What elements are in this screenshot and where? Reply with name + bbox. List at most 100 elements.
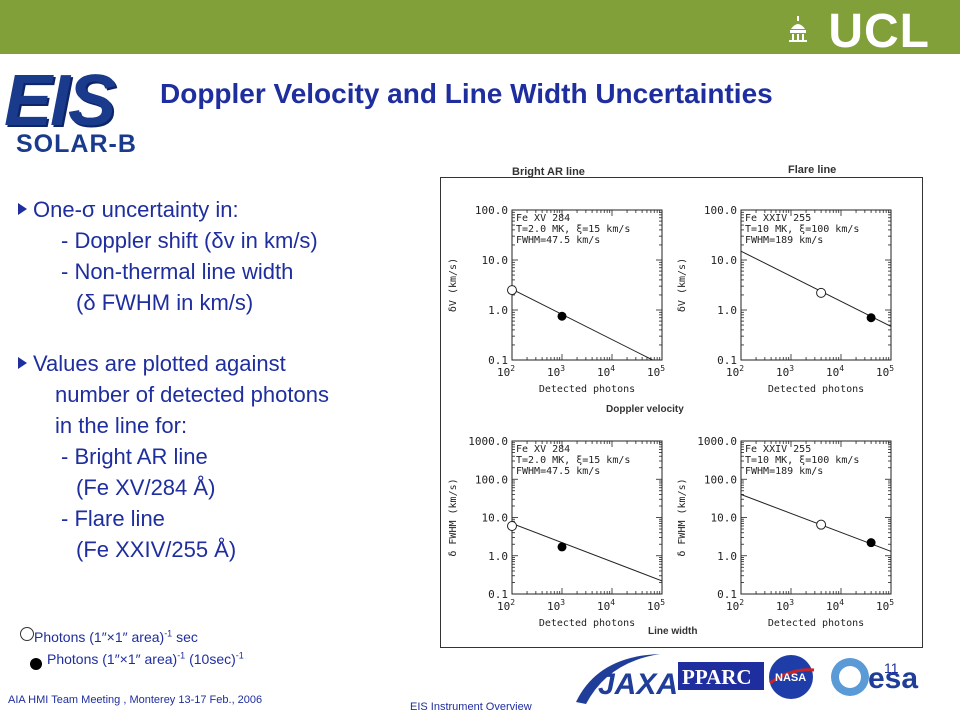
y-tick-label: 0.1 <box>717 354 737 367</box>
x-tick-label: 105 <box>876 598 894 613</box>
y-tick-label: 1.0 <box>717 550 737 563</box>
bullet-text: uncertainty in: <box>95 197 239 222</box>
x-tick-label: 102 <box>726 598 744 613</box>
y-tick-label: 1000.0 <box>468 435 508 448</box>
fit-line <box>741 494 891 552</box>
pparc-logo: PPARC <box>678 662 764 690</box>
x-tick-label: 105 <box>876 364 894 379</box>
x-tick-label: 104 <box>826 598 844 613</box>
footer-meeting: AIA HMI Team Meeting , Monterey 13-17 Fe… <box>8 694 263 706</box>
plot-frame <box>511 209 663 361</box>
legend-filled: Photons (1″×1″ area)-1 (10sec)-1 <box>18 650 244 672</box>
x-tick-label: 104 <box>597 364 615 379</box>
panel-annotation: FWHM=189 km/s <box>745 466 823 477</box>
open-data-point <box>507 520 517 531</box>
open-data-point <box>507 285 517 296</box>
y-tick-label: 0.1 <box>488 588 508 601</box>
bullet-2-line-2: number of detected photons <box>55 382 329 407</box>
bullet-text: Values are plotted against <box>33 351 286 376</box>
jaxa-logo: JAXA <box>576 654 678 704</box>
x-tick-label: 102 <box>497 364 515 379</box>
page-number: 11 <box>884 660 899 676</box>
y-tick-label: 100.0 <box>704 473 737 486</box>
panel-annotation: Fe XXIV 255 <box>745 213 811 224</box>
legend: Photons (1″×1″ area)-1 sec Photons (1″×1… <box>18 627 244 672</box>
panel-annotation: T=2.0 MK, ξ=15 km/s <box>516 455 630 466</box>
column-label-bright-ar: Bright AR line <box>512 166 585 178</box>
ucl-logo: UCL <box>828 5 930 58</box>
bullet-2: Values are plotted against <box>18 348 418 379</box>
filled-data-point <box>866 538 876 548</box>
fit-line <box>512 288 653 360</box>
y-axis-label: δV (km/s) <box>677 258 688 312</box>
ucl-dome-icon <box>789 16 807 42</box>
y-tick-label: 1.0 <box>488 304 508 317</box>
panel-annotation: Fe XV 284 <box>516 213 570 224</box>
x-tick-label: 102 <box>726 364 744 379</box>
sponsor-logos: JAXA PPARC NASA esa <box>576 654 918 704</box>
chart-top-left: 102 103 104 105 0.1 1.0 10.0 100.0 Detected phot… <box>448 204 665 395</box>
filled-data-point <box>557 311 567 321</box>
x-axis-label: Detected photons <box>539 618 635 629</box>
x-tick-label: 103 <box>776 364 794 379</box>
bullet-1: One-σ uncertainty in: <box>18 194 418 225</box>
filled-data-point <box>557 542 567 552</box>
bullet-1-line-1: - Doppler shift (δv in km/s) <box>18 225 418 256</box>
bullet-2-line-5: (Fe XV/284 Å) <box>76 475 216 500</box>
bullet-text: One- <box>33 197 82 222</box>
open-circle-icon <box>20 627 34 641</box>
panel-annotation: T=10 MK, ξ=100 km/s <box>745 455 859 466</box>
svg-text:PPARC: PPARC <box>682 665 752 689</box>
figure-panel: 102 103 104 105 0.1 1.0 10.0 100.0 Detected phot… <box>440 177 923 648</box>
svg-text:esa: esa <box>868 662 918 695</box>
chart-bottom-left: 102 103 104 105 0.1 1.0 10.0 100.0 1000.0 Detecte… <box>448 435 665 629</box>
x-axis-label: Detected photons <box>539 384 635 395</box>
y-tick-label: 10.0 <box>482 512 509 525</box>
panel-annotation: FWHM=47.5 km/s <box>516 466 600 477</box>
x-tick-label: 102 <box>497 598 515 613</box>
y-tick-label: 0.1 <box>717 588 737 601</box>
figure-svg: 102 103 104 105 0.1 1.0 10.0 100.0 Detected phot… <box>448 204 894 629</box>
panel-annotation: Fe XV 284 <box>516 444 570 455</box>
y-tick-label: 100.0 <box>704 204 737 217</box>
y-tick-label: 10.0 <box>482 254 509 267</box>
x-tick-label: 103 <box>776 598 794 613</box>
chart-top-right: 102 103 104 105 0.1 1.0 10.0 100.0 Detected phot… <box>677 204 894 395</box>
x-tick-label: 105 <box>647 364 665 379</box>
x-tick-label: 103 <box>547 364 565 379</box>
fit-line <box>741 250 891 327</box>
row-label-linewidth: Line width <box>648 626 698 637</box>
y-tick-label: 10.0 <box>711 254 738 267</box>
bullet-2-line-6: - Flare line <box>61 506 165 531</box>
x-tick-label: 103 <box>547 598 565 613</box>
legend-open: Photons (1″×1″ area)-1 sec <box>18 627 244 650</box>
y-tick-label: 0.1 <box>488 354 508 367</box>
panel-annotation: T=2.0 MK, ξ=15 km/s <box>516 224 630 235</box>
open-data-point <box>816 519 827 530</box>
esa-logo: esa <box>831 658 918 696</box>
eis-logo-subtitle: SOLAR-B <box>16 130 137 158</box>
y-tick-label: 100.0 <box>475 204 508 217</box>
y-axis-label: δ FWHM (km/s) <box>677 478 688 556</box>
chart-bottom-right: 102 103 104 105 0.1 1.0 10.0 100.0 1000.0 Detecte… <box>677 435 894 629</box>
bullet-2-line-4: - Bright AR line <box>61 444 208 469</box>
page-title: Doppler Velocity and Line Width Uncertai… <box>160 78 773 109</box>
delta-symbol: δ <box>83 290 96 315</box>
delta-symbol: δ <box>211 228 224 253</box>
arrow-bullet-icon <box>18 357 27 369</box>
bullet-list: One-σ uncertainty in: - Doppler shift (δ… <box>18 194 418 565</box>
y-axis-label: δV (km/s) <box>448 258 459 312</box>
fit-line <box>512 522 662 582</box>
y-tick-label: 1000.0 <box>697 435 737 448</box>
panel-annotation: FWHM=47.5 km/s <box>516 235 600 246</box>
x-tick-label: 104 <box>826 364 844 379</box>
x-tick-label: 105 <box>647 598 665 613</box>
open-data-point <box>816 287 827 298</box>
legend-open-text: Photons (1″×1″ area)-1 sec <box>34 628 198 645</box>
eis-logo: EIS SOLAR-B <box>4 61 144 162</box>
panel-annotation: Fe XXIV 255 <box>745 444 811 455</box>
bullet-2-line-3: in the line for: <box>55 413 188 438</box>
nasa-logo: NASA <box>769 655 815 699</box>
bullet-text: - Doppler shift ( <box>61 228 212 253</box>
filled-circle-icon <box>30 658 42 670</box>
